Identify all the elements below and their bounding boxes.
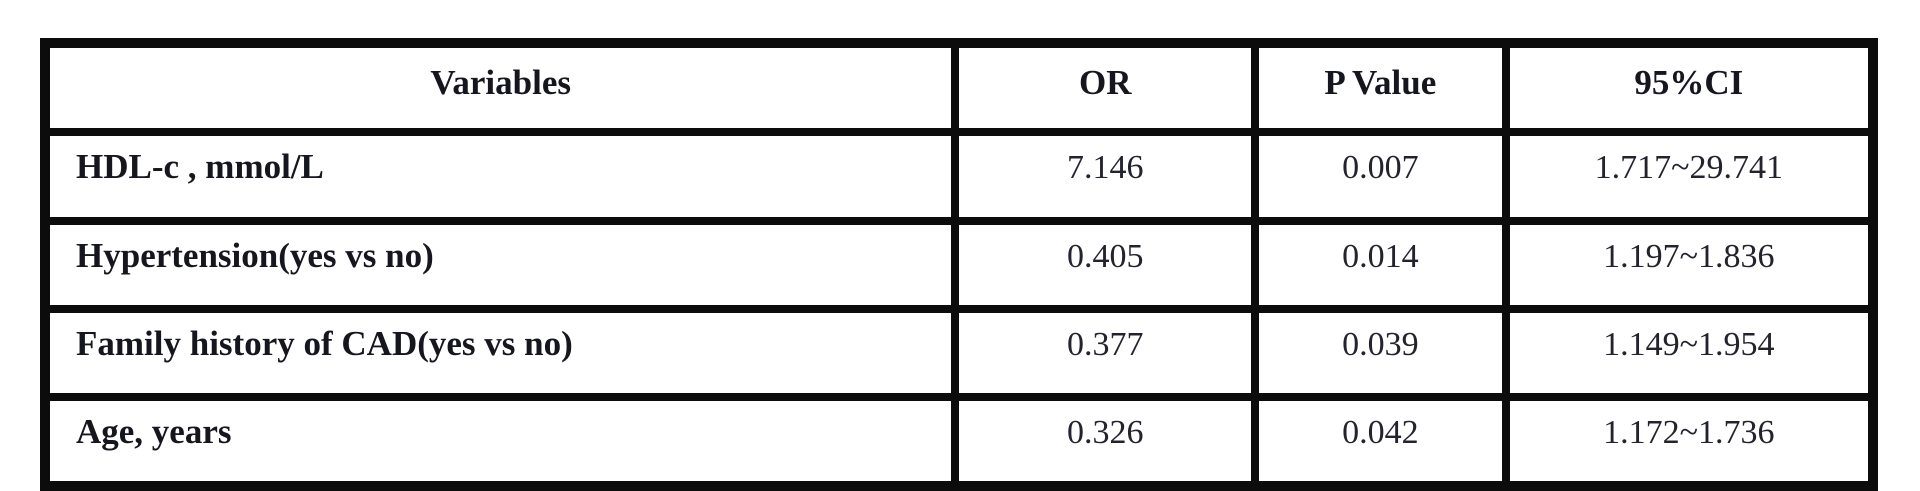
- col-header-or: OR: [951, 38, 1260, 137]
- results-table-container: Variables OR P Value 95%CI HDL-c , mmol/…: [40, 38, 1878, 491]
- ci-cell: 1.172~1.736: [1501, 392, 1878, 491]
- p-value-cell: 0.014: [1251, 216, 1510, 313]
- variable-cell: Family history of CAD(yes vs no): [40, 304, 960, 402]
- table-row: Hypertension(yes vs no) 0.405 0.014 1.19…: [40, 216, 1878, 313]
- variable-cell: Hypertension(yes vs no): [40, 216, 960, 313]
- p-value-cell: 0.042: [1251, 392, 1510, 491]
- ci-cell: 1.717~29.741: [1501, 128, 1878, 225]
- logistic-regression-table: Variables OR P Value 95%CI HDL-c , mmol/…: [40, 38, 1878, 491]
- variable-cell: HDL-c , mmol/L: [40, 128, 960, 225]
- table-row: Family history of CAD(yes vs no) 0.377 0…: [40, 304, 1878, 402]
- ci-cell: 1.197~1.836: [1501, 216, 1878, 313]
- col-header-variables: Variables: [40, 38, 960, 137]
- header-row: Variables OR P Value 95%CI: [40, 38, 1878, 137]
- table-row: Age, years 0.326 0.042 1.172~1.736: [40, 392, 1878, 491]
- or-cell: 0.377: [951, 304, 1260, 402]
- or-cell: 7.146: [951, 128, 1260, 225]
- or-cell: 0.326: [951, 392, 1260, 491]
- table-row: HDL-c , mmol/L 7.146 0.007 1.717~29.741: [40, 128, 1878, 225]
- variable-cell: Age, years: [40, 392, 960, 491]
- p-value-cell: 0.007: [1251, 128, 1510, 225]
- or-cell: 0.405: [951, 216, 1260, 313]
- ci-cell: 1.149~1.954: [1501, 304, 1878, 402]
- p-value-cell: 0.039: [1251, 304, 1510, 402]
- col-header-p-value: P Value: [1251, 38, 1510, 137]
- col-header-95ci: 95%CI: [1501, 38, 1878, 137]
